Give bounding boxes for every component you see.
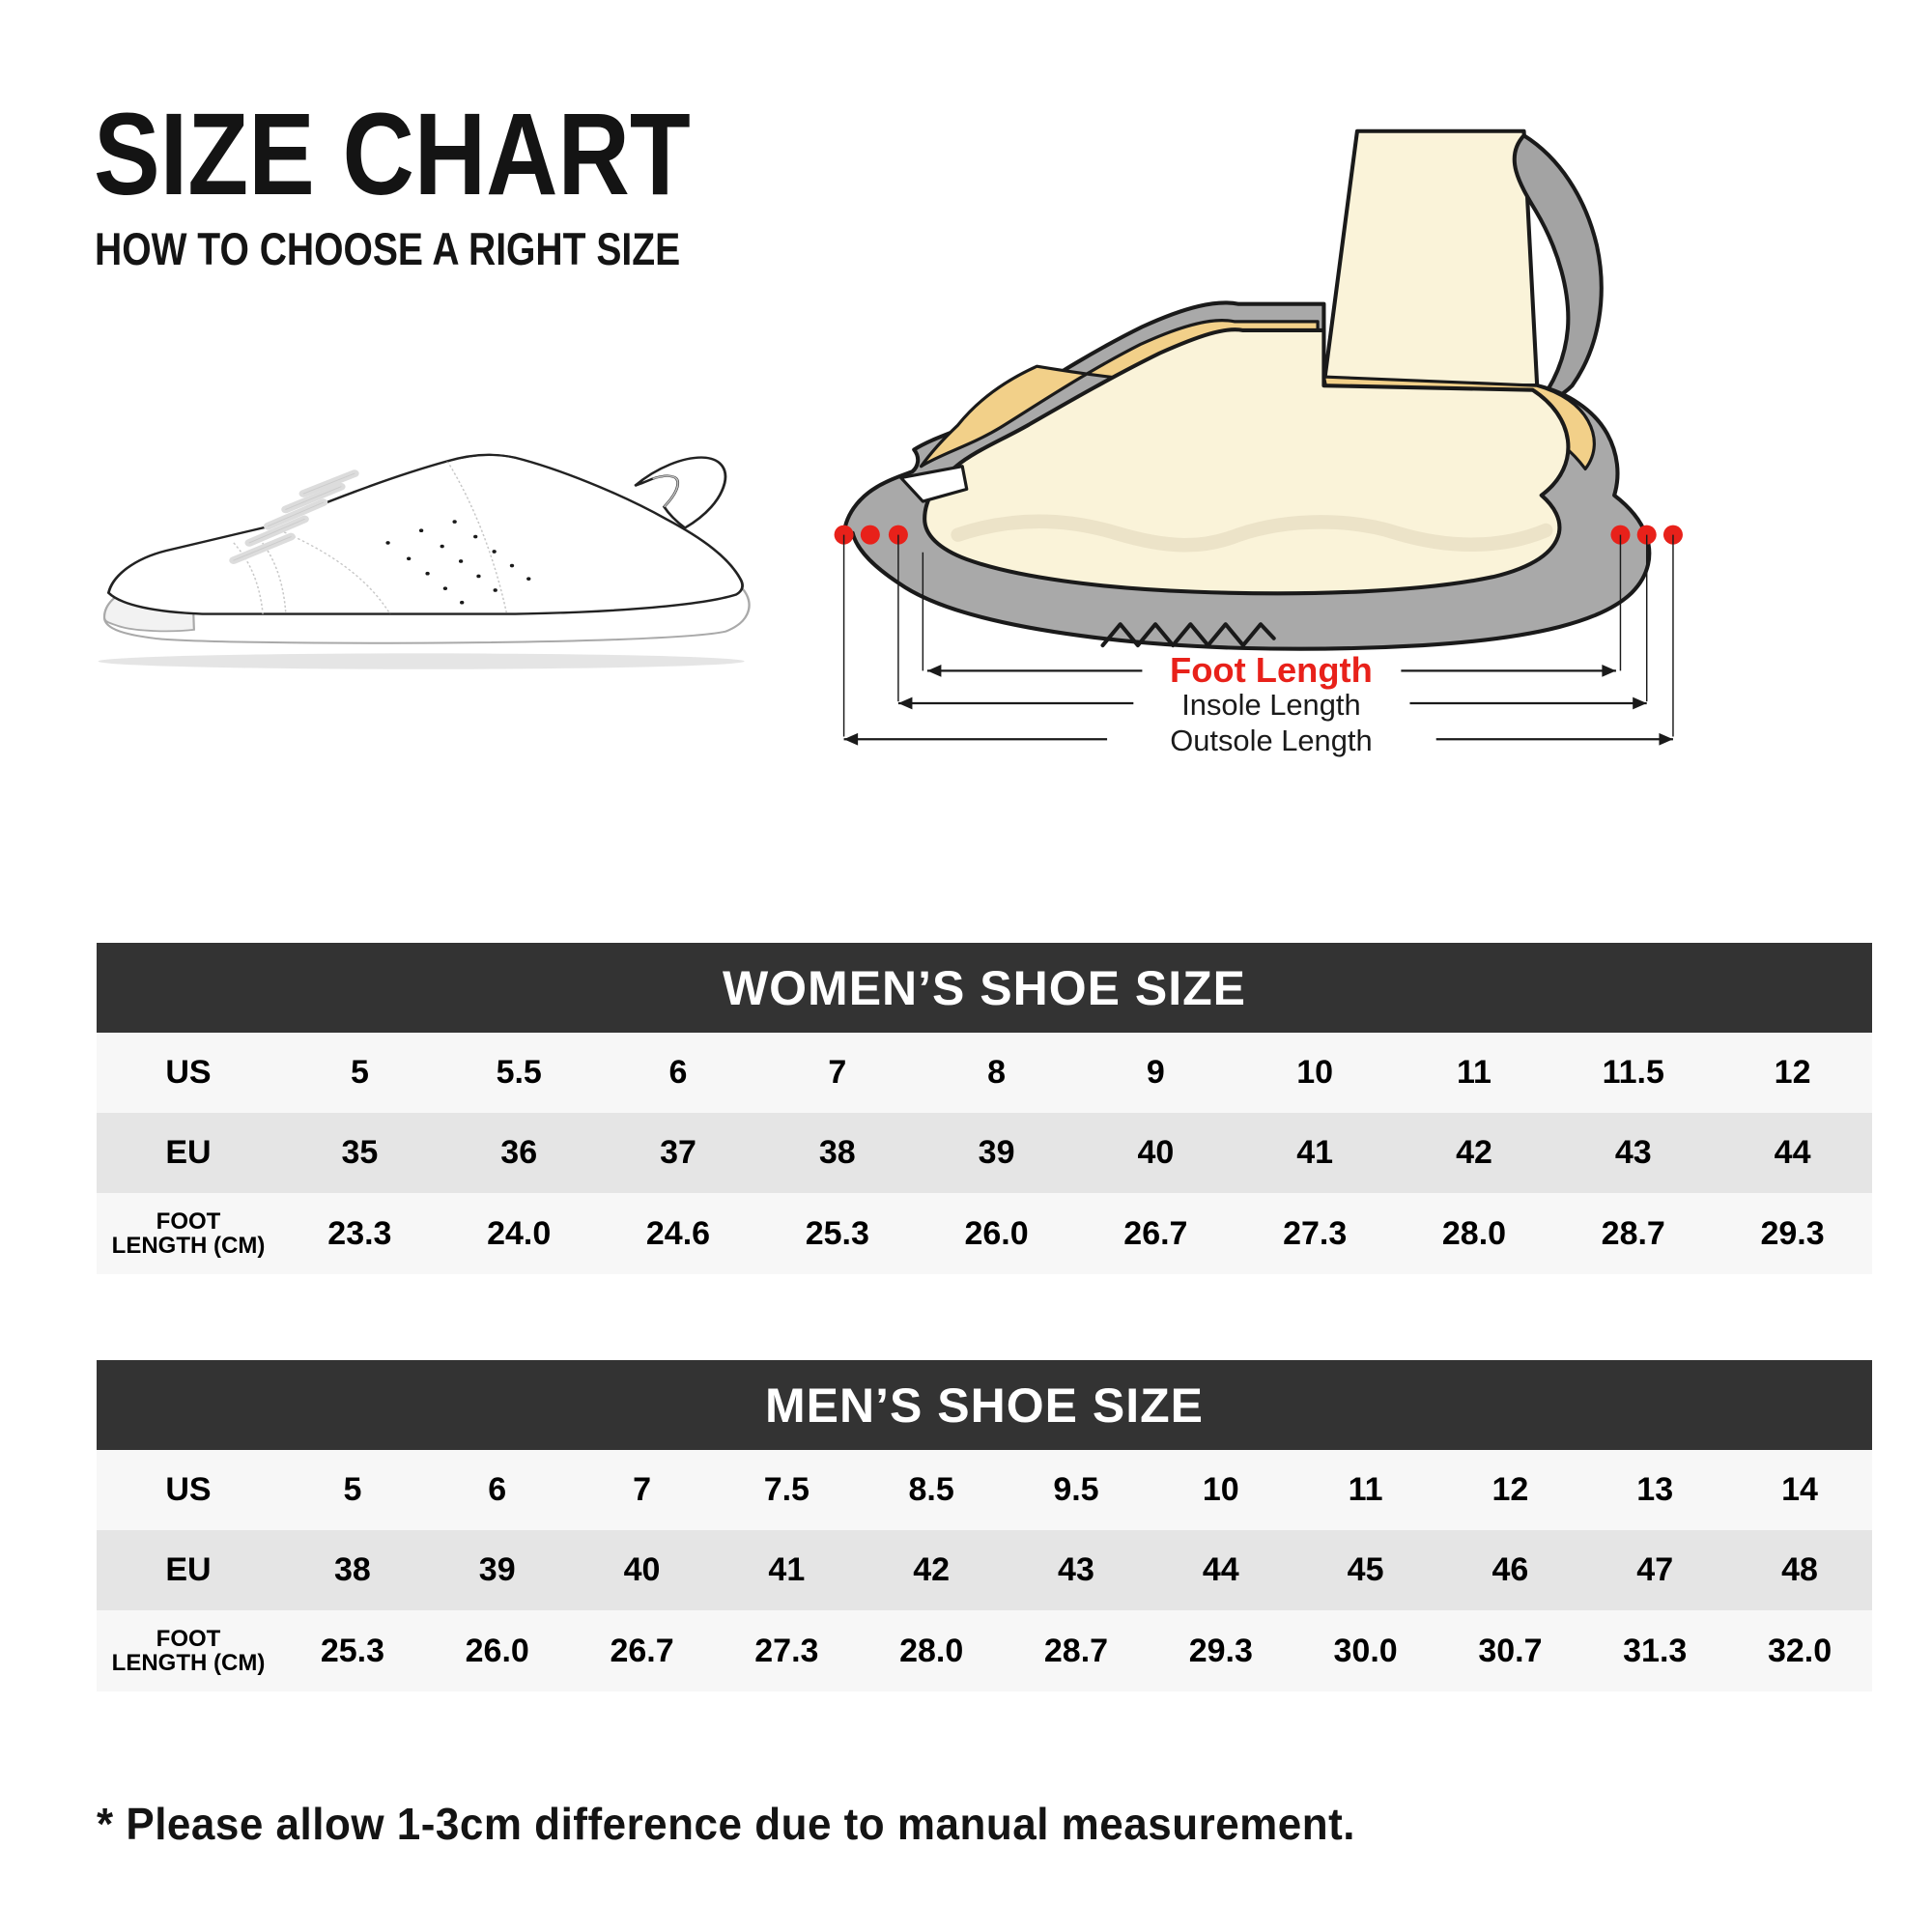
svg-text:Insole Length: Insole Length [1181, 688, 1360, 722]
svg-text:Outsole Length: Outsole Length [1170, 724, 1372, 757]
svg-text:Foot Length: Foot Length [1170, 650, 1373, 690]
